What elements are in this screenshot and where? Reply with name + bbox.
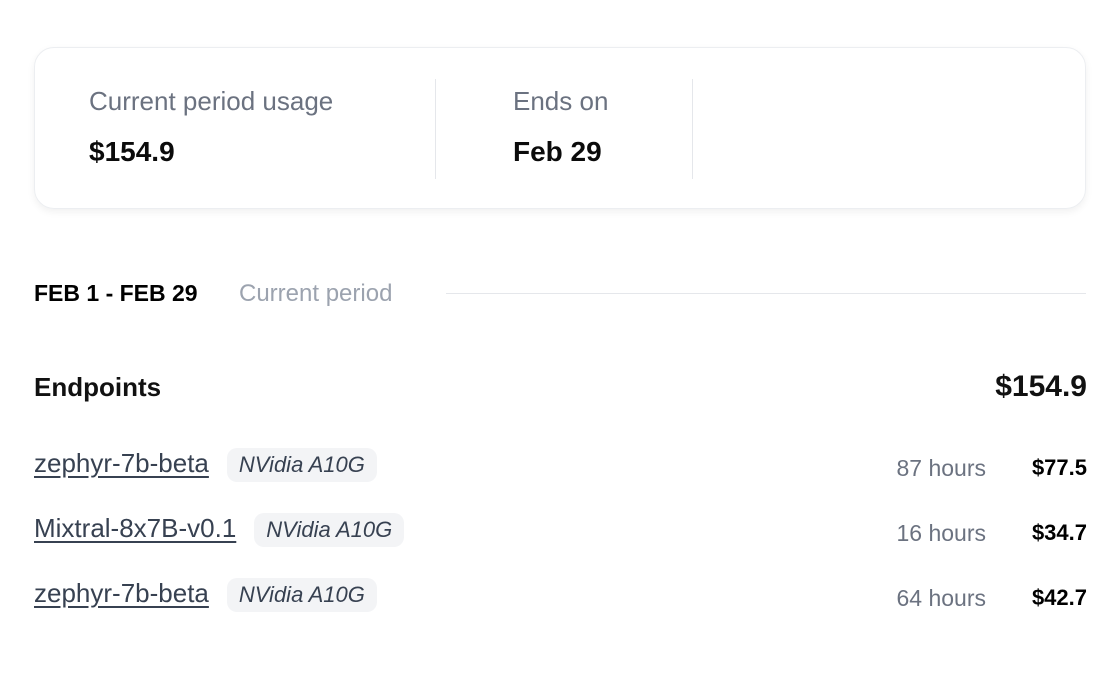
divider: [435, 79, 436, 179]
period-range: FEB 1 - FEB 29: [34, 280, 198, 306]
usage-value: $154.9: [89, 136, 175, 167]
endpoint-row: zephyr-7b-beta NVidia A10G 87 hours $77.5: [34, 447, 1087, 488]
hardware-badge: NVidia A10G: [254, 512, 405, 547]
endpoints-total: $154.9: [995, 370, 1087, 403]
usage-summary-card: Current period usage $154.9 Ends on Feb …: [34, 47, 1086, 209]
endpoint-cost: $42.7: [1031, 585, 1087, 610]
endpoint-link[interactable]: zephyr-7b-beta: [34, 448, 209, 478]
divider: [446, 293, 1086, 294]
endpoint-link[interactable]: Mixtral-8x7B-v0.1: [34, 513, 237, 543]
endpoint-hours: 16 hours: [896, 520, 986, 546]
endpoint-cost: $77.5: [1031, 455, 1087, 480]
endpoint-hours: 64 hours: [896, 585, 986, 611]
endpoints-title: Endpoints: [34, 372, 162, 402]
endpoint-row: Mixtral-8x7B-v0.1 NVidia A10G 16 hours $3…: [34, 512, 1087, 553]
ends-label: Ends on: [513, 86, 609, 116]
period-header: FEB 1 - FEB 29 Current period: [34, 280, 1086, 310]
endpoint-cost: $34.7: [1031, 520, 1087, 545]
divider: [692, 79, 693, 179]
usage-label: Current period usage: [89, 86, 334, 116]
endpoint-link[interactable]: zephyr-7b-beta: [34, 578, 209, 608]
endpoint-row: zephyr-7b-beta NVidia A10G 64 hours $42.7: [34, 577, 1087, 618]
ends-value: Feb 29: [513, 136, 602, 167]
hardware-badge: NVidia A10G: [226, 577, 377, 612]
hardware-badge: NVidia A10G: [226, 447, 377, 482]
endpoint-hours: 87 hours: [896, 455, 986, 481]
period-label: Current period: [239, 280, 393, 307]
